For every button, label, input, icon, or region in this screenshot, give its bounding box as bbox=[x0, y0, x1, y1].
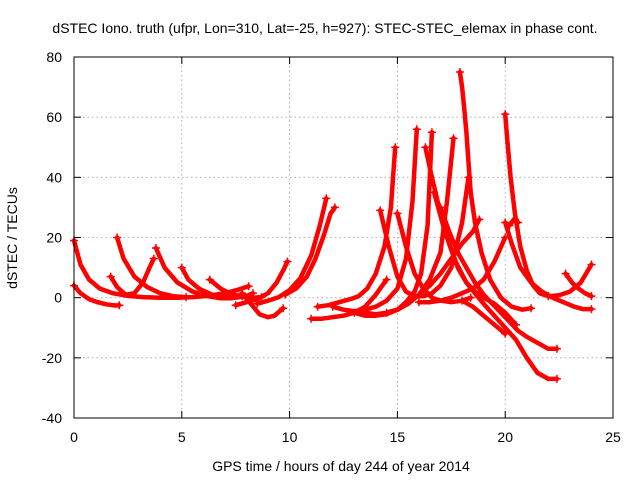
series-point-marker bbox=[238, 289, 247, 298]
series-point-marker bbox=[253, 299, 262, 308]
x-axis-label: GPS time / hours of day 244 of year 2014 bbox=[212, 458, 470, 474]
series-point-marker bbox=[427, 128, 436, 137]
series-point-marker bbox=[501, 218, 510, 227]
series-point-marker bbox=[328, 302, 337, 311]
series-point-marker bbox=[330, 203, 339, 212]
series-arc1 bbox=[71, 238, 251, 300]
series-point-marker bbox=[391, 143, 400, 152]
y-axis-label: dSTEC / TECUs bbox=[4, 187, 20, 289]
series-point-marker bbox=[587, 260, 596, 269]
series-arc25 bbox=[502, 111, 551, 299]
series-point-marker bbox=[501, 110, 510, 119]
series-point-marker bbox=[552, 374, 561, 383]
series-arc13 bbox=[315, 145, 398, 309]
series-point-marker bbox=[466, 293, 475, 302]
series-arc24 bbox=[416, 235, 508, 305]
series-arc4 bbox=[114, 235, 189, 300]
y-tick-label: 0 bbox=[54, 290, 62, 306]
series-point-marker bbox=[382, 308, 391, 317]
series-arc11 bbox=[283, 205, 338, 297]
series-point-marker bbox=[231, 301, 240, 310]
x-tick-label: 25 bbox=[605, 429, 621, 445]
series-point-marker bbox=[501, 329, 510, 338]
series-point-marker bbox=[313, 302, 322, 311]
series-point-marker bbox=[283, 257, 292, 266]
series-point-marker bbox=[505, 221, 514, 230]
axis-ticks: 0 5 10 15 20 25 -40 -20 0 20 40 60 80 bbox=[42, 49, 621, 445]
series-point-marker bbox=[458, 296, 467, 305]
series-point-marker bbox=[376, 206, 385, 215]
y-tick-label: -40 bbox=[42, 410, 62, 426]
series-point-marker bbox=[587, 292, 596, 301]
series-arc30 bbox=[459, 298, 508, 337]
series-arc23 bbox=[384, 217, 482, 315]
series-point-marker bbox=[322, 194, 331, 203]
series-point-marker bbox=[382, 275, 391, 284]
series-point-marker bbox=[527, 304, 536, 313]
series-point-marker bbox=[281, 290, 290, 299]
series-point-marker bbox=[361, 308, 370, 317]
series-arc10 bbox=[255, 196, 329, 306]
series-point-marker bbox=[412, 125, 421, 134]
series-point-marker bbox=[307, 314, 316, 323]
x-tick-label: 10 bbox=[282, 429, 298, 445]
series-arc22 bbox=[457, 69, 534, 312]
x-tick-label: 15 bbox=[390, 429, 406, 445]
series-point-marker bbox=[244, 282, 253, 291]
y-tick-label: 60 bbox=[46, 109, 62, 125]
series-point-marker bbox=[106, 272, 115, 281]
series-point-marker bbox=[151, 244, 160, 253]
x-tick-label: 20 bbox=[497, 429, 513, 445]
series-point-marker bbox=[177, 263, 186, 272]
series-arc12 bbox=[308, 277, 389, 321]
series-point-marker bbox=[113, 233, 122, 242]
series-point-marker bbox=[149, 254, 158, 263]
series-point-marker bbox=[449, 134, 458, 143]
series-arc3 bbox=[108, 256, 157, 297]
series-point-marker bbox=[182, 293, 191, 302]
series-point-marker bbox=[414, 298, 423, 307]
series-point-marker bbox=[421, 143, 430, 152]
x-tick-label: 0 bbox=[70, 429, 78, 445]
series-point-marker bbox=[115, 301, 124, 310]
series-point-marker bbox=[350, 308, 359, 317]
series-point-marker bbox=[455, 68, 464, 77]
series-arc29 bbox=[563, 271, 594, 299]
series-point-marker bbox=[205, 275, 214, 284]
series-arc28 bbox=[546, 262, 594, 299]
series-arc14 bbox=[330, 126, 420, 314]
series-arc9 bbox=[233, 259, 290, 308]
y-tick-label: 80 bbox=[46, 49, 62, 65]
series-point-marker bbox=[436, 203, 445, 212]
x-tick-label: 5 bbox=[178, 429, 186, 445]
series-point-marker bbox=[393, 209, 402, 218]
series-arc27 bbox=[507, 217, 521, 228]
y-tick-label: -20 bbox=[42, 350, 62, 366]
series-arc7 bbox=[207, 277, 264, 300]
series-layer bbox=[70, 68, 596, 383]
series-point-marker bbox=[430, 188, 439, 197]
series-point-marker bbox=[475, 215, 484, 224]
y-tick-label: 40 bbox=[46, 169, 62, 185]
series-point-marker bbox=[587, 305, 596, 314]
series-point-marker bbox=[552, 344, 561, 353]
series-point-marker bbox=[544, 292, 553, 301]
series-point-marker bbox=[279, 304, 288, 313]
series-point-marker bbox=[514, 218, 523, 227]
y-tick-label: 20 bbox=[46, 230, 62, 246]
series-arc2 bbox=[71, 283, 122, 308]
chart-title: dSTEC Iono. truth (ufpr, Lon=310, Lat=-2… bbox=[52, 20, 597, 36]
series-point-marker bbox=[561, 269, 570, 278]
series-arc21 bbox=[438, 205, 560, 352]
series-arc20 bbox=[431, 190, 560, 382]
